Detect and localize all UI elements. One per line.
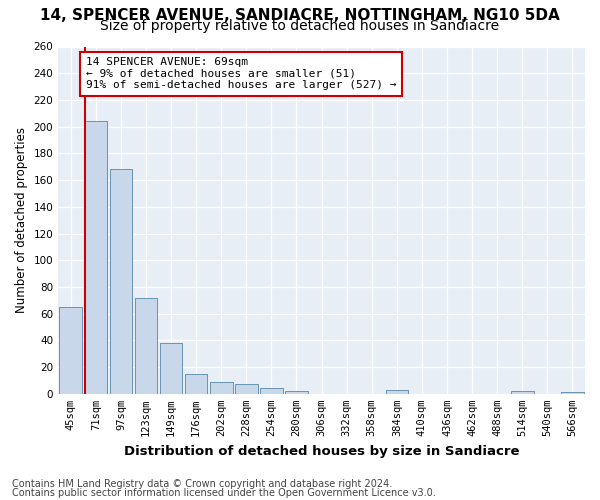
Bar <box>561 392 584 394</box>
Text: Contains public sector information licensed under the Open Government Licence v3: Contains public sector information licen… <box>12 488 436 498</box>
Text: 14 SPENCER AVENUE: 69sqm
← 9% of detached houses are smaller (51)
91% of semi-de: 14 SPENCER AVENUE: 69sqm ← 9% of detache… <box>86 57 396 90</box>
Bar <box>85 122 107 394</box>
Bar <box>285 391 308 394</box>
Bar <box>511 391 533 394</box>
Bar <box>260 388 283 394</box>
Text: Size of property relative to detached houses in Sandiacre: Size of property relative to detached ho… <box>100 19 500 33</box>
Bar <box>235 384 257 394</box>
Bar <box>59 307 82 394</box>
Y-axis label: Number of detached properties: Number of detached properties <box>15 127 28 313</box>
Bar <box>210 382 233 394</box>
Text: Contains HM Land Registry data © Crown copyright and database right 2024.: Contains HM Land Registry data © Crown c… <box>12 479 392 489</box>
Bar <box>134 298 157 394</box>
Bar <box>386 390 408 394</box>
Bar <box>160 343 182 394</box>
Bar <box>110 170 132 394</box>
Bar <box>185 374 208 394</box>
X-axis label: Distribution of detached houses by size in Sandiacre: Distribution of detached houses by size … <box>124 444 520 458</box>
Text: 14, SPENCER AVENUE, SANDIACRE, NOTTINGHAM, NG10 5DA: 14, SPENCER AVENUE, SANDIACRE, NOTTINGHA… <box>40 8 560 22</box>
